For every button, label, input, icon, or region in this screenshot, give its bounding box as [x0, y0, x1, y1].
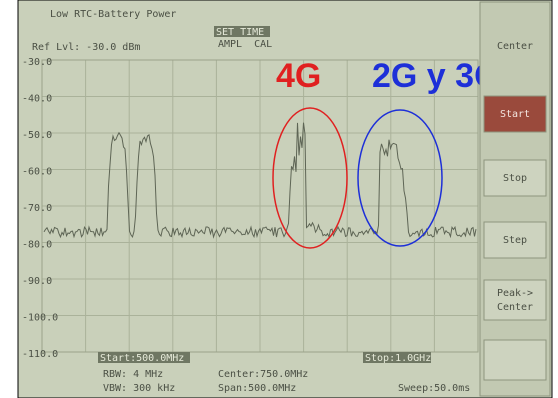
menu-title: SET TIME	[216, 27, 264, 38]
softkey[interactable]	[483, 279, 547, 321]
softkey-label: Step	[503, 235, 527, 246]
sweep-time: Sweep:50.0ms	[398, 383, 470, 394]
softkey-label: Stop	[503, 173, 527, 184]
stop-highlight	[363, 352, 431, 363]
start-frequency: Start:500.0MHz	[100, 353, 184, 364]
span: Span:500.0MHz	[218, 383, 296, 394]
plot-grid	[42, 59, 478, 353]
softkey-panel: Center Start Stop Step Peak-> Center	[479, 1, 551, 397]
y-axis-label: -80.0	[22, 240, 52, 251]
menu-items: AMPL CAL	[218, 39, 272, 50]
y-axis-label: -90.0	[22, 276, 52, 287]
softkey-label: Center	[497, 302, 533, 313]
y-axis-label: -30.0	[22, 57, 52, 68]
start-highlight	[98, 352, 190, 363]
y-axis-label: -50.0	[22, 130, 52, 141]
battery-warning: Low RTC-Battery Power	[50, 9, 176, 20]
plot-border	[41, 59, 479, 353]
softkey-label: Start	[500, 109, 530, 120]
screen	[17, 0, 553, 398]
highlight-2g-3g	[357, 109, 443, 247]
center-frequency: Center:750.0MHz	[218, 369, 308, 380]
y-axis-label: -40.0	[22, 94, 52, 105]
stop-frequency: Stop:1.0GHz	[365, 353, 431, 364]
y-axis-label: -70.0	[22, 203, 52, 214]
ref-level: Ref Lvl: -30.0 dBm	[32, 42, 140, 53]
softkey[interactable]	[483, 339, 547, 381]
y-axis-label: -110.0	[22, 349, 58, 360]
spectrum-trace	[43, 122, 477, 239]
highlight-4g	[272, 107, 348, 249]
rbw: RBW: 4 MHz	[103, 369, 163, 380]
annotation-2g-3g: 2G y 3G	[372, 57, 501, 95]
annotation-4g: 4G	[276, 57, 321, 95]
y-axis-label: -60.0	[22, 167, 52, 178]
softkey-panel-bg	[479, 1, 551, 397]
softkey[interactable]	[483, 221, 547, 259]
vbw: VBW: 300 kHz	[103, 383, 175, 394]
softkey[interactable]	[483, 159, 547, 197]
y-axis-label: -100.0	[22, 313, 58, 324]
softkey[interactable]	[483, 95, 547, 133]
softkey-label: Center	[497, 41, 533, 52]
softkey-label: Peak->	[497, 288, 533, 299]
menu-highlight	[214, 26, 270, 37]
